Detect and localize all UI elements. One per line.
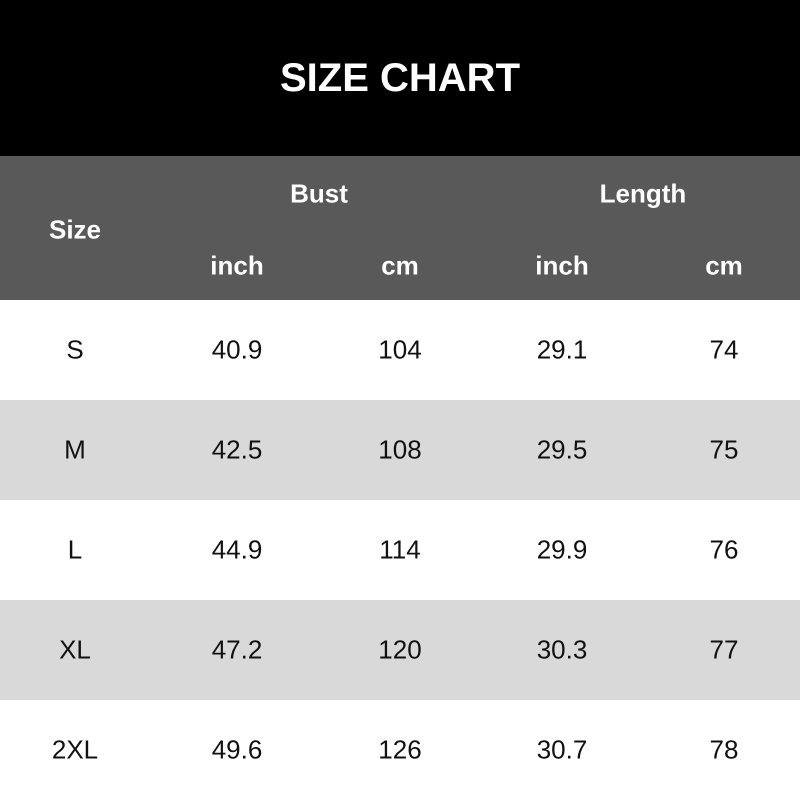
table-row: 2XL 49.6 126 30.7 78 (0, 700, 800, 800)
cell-bust-inch: 49.6 (211, 734, 263, 765)
cell-bust-cm: 126 (378, 734, 422, 765)
cell-size: L (67, 534, 83, 565)
table-row: XL 47.2 120 30.3 77 (0, 600, 800, 700)
header-length-inch: inch (535, 250, 589, 281)
header-bust-inch: inch (210, 250, 264, 281)
cell-length-cm: 74 (709, 334, 739, 365)
cell-size: M (64, 434, 86, 465)
table-row: M 42.5 108 29.5 75 (0, 400, 800, 500)
cell-length-inch: 30.7 (536, 734, 588, 765)
cell-length-inch: 29.5 (536, 434, 588, 465)
cell-bust-cm: 120 (378, 634, 422, 665)
cell-bust-inch: 42.5 (211, 434, 263, 465)
cell-bust-inch: 40.9 (211, 334, 263, 365)
header-bust: Bust (290, 178, 348, 209)
table-body: S 40.9 104 29.1 74 M 42.5 108 29.5 75 L … (0, 300, 800, 800)
table-row: L 44.9 114 29.9 76 (0, 500, 800, 600)
cell-bust-inch: 47.2 (211, 634, 263, 665)
cell-bust-cm: 114 (379, 534, 421, 565)
cell-size: 2XL (51, 734, 99, 765)
table-row: S 40.9 104 29.1 74 (0, 300, 800, 400)
title-bar: SIZE CHART (0, 0, 800, 156)
header-length-cm: cm (705, 250, 743, 281)
cell-length-inch: 29.1 (536, 334, 588, 365)
cell-length-inch: 30.3 (536, 634, 588, 665)
cell-size: S (66, 334, 84, 365)
page-title: SIZE CHART (280, 55, 520, 100)
cell-bust-cm: 108 (378, 434, 422, 465)
cell-length-cm: 77 (709, 634, 739, 665)
cell-size: XL (59, 634, 91, 665)
cell-length-cm: 78 (709, 734, 739, 765)
cell-length-cm: 76 (709, 534, 739, 565)
cell-length-cm: 75 (709, 434, 739, 465)
header-length: Length (599, 178, 687, 209)
cell-bust-inch: 44.9 (211, 534, 263, 565)
header-bust-cm: cm (381, 250, 419, 281)
table-header: Size Bust Length inch cm inch cm (0, 156, 800, 300)
header-size: Size (48, 214, 102, 245)
cell-bust-cm: 104 (378, 334, 422, 365)
cell-length-inch: 29.9 (536, 534, 588, 565)
